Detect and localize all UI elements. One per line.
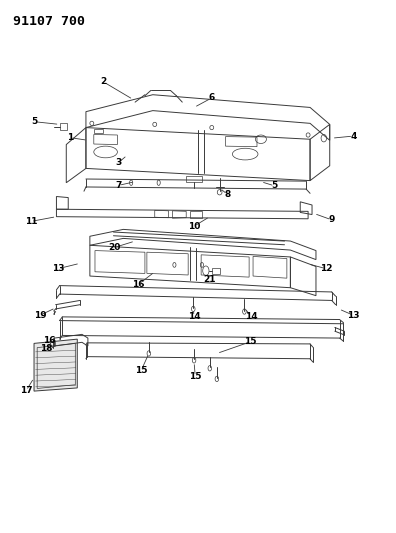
- Text: 4: 4: [350, 132, 356, 141]
- Polygon shape: [34, 339, 77, 391]
- Text: 15: 15: [244, 337, 257, 346]
- Text: 18: 18: [40, 344, 52, 353]
- Text: 13: 13: [347, 311, 360, 320]
- Text: 10: 10: [188, 222, 200, 231]
- Text: 6: 6: [209, 93, 215, 102]
- Text: 7: 7: [115, 181, 122, 190]
- Text: 17: 17: [20, 386, 32, 395]
- Text: 13: 13: [52, 264, 65, 273]
- Text: 91107 700: 91107 700: [13, 14, 85, 28]
- Text: 21: 21: [203, 274, 215, 284]
- Text: 14: 14: [245, 312, 257, 321]
- Text: 15: 15: [189, 372, 202, 381]
- Text: 5: 5: [272, 181, 278, 190]
- Text: 15: 15: [135, 367, 147, 375]
- Text: 19: 19: [34, 311, 46, 320]
- Text: 8: 8: [225, 190, 230, 199]
- Text: 16: 16: [44, 336, 56, 345]
- Text: 3: 3: [116, 158, 122, 167]
- Text: 14: 14: [188, 312, 200, 321]
- Text: 5: 5: [32, 117, 38, 126]
- Text: 9: 9: [329, 215, 335, 224]
- Text: 20: 20: [109, 243, 121, 252]
- Text: 11: 11: [25, 217, 37, 226]
- Text: 12: 12: [320, 264, 332, 273]
- Text: 16: 16: [132, 280, 145, 289]
- Text: 2: 2: [101, 77, 107, 86]
- Text: 1: 1: [67, 133, 73, 142]
